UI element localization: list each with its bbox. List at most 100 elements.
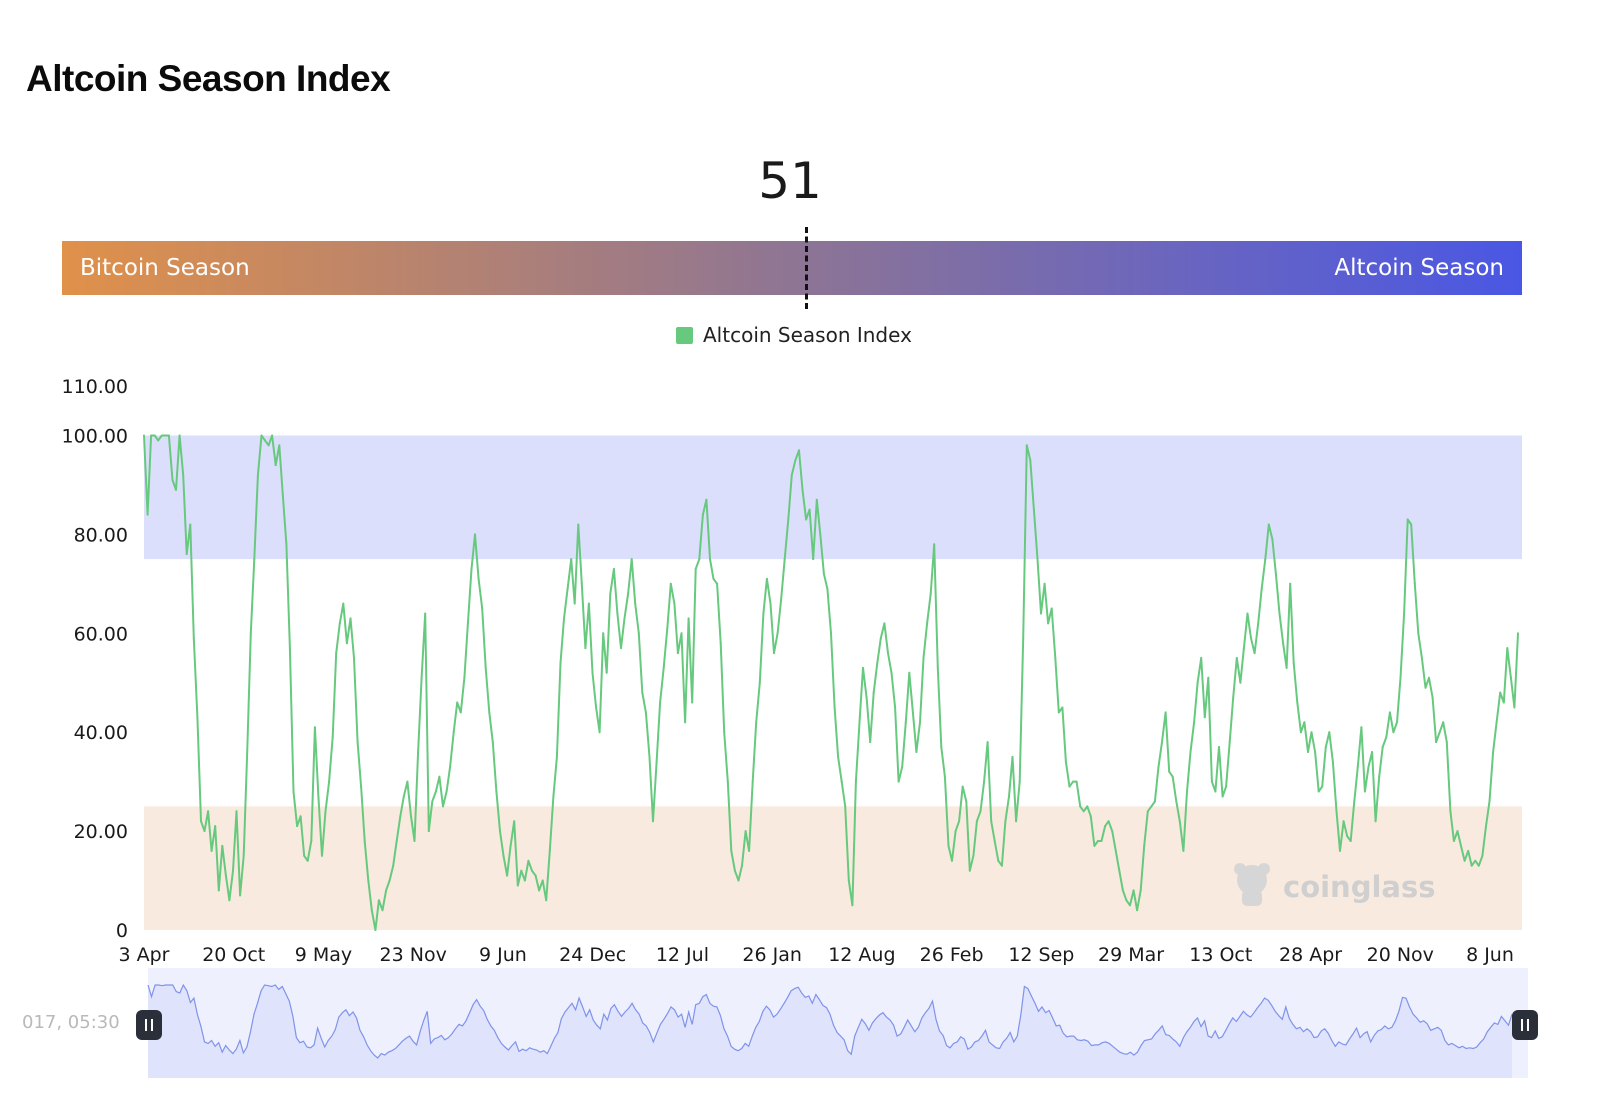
data-point bbox=[516, 884, 519, 887]
data-point bbox=[1278, 612, 1281, 615]
data-point bbox=[256, 474, 259, 476]
data-point bbox=[271, 434, 274, 437]
data-point bbox=[958, 820, 961, 823]
data-point bbox=[356, 741, 359, 744]
data-point bbox=[652, 820, 654, 823]
data-point bbox=[1235, 657, 1238, 659]
data-point bbox=[160, 434, 163, 437]
navigator-left-handle[interactable] bbox=[136, 1010, 162, 1040]
data-point bbox=[1032, 508, 1035, 511]
data-point bbox=[765, 577, 768, 580]
data-point bbox=[1303, 721, 1306, 724]
data-point bbox=[655, 760, 658, 763]
data-point bbox=[769, 602, 772, 605]
altcoin-season-band bbox=[144, 435, 1522, 560]
data-point bbox=[506, 874, 509, 877]
data-point bbox=[224, 874, 227, 877]
coinglass-watermark: coinglass bbox=[1234, 863, 1436, 906]
data-point bbox=[1314, 751, 1317, 753]
data-point bbox=[787, 518, 790, 521]
x-tick-label: 13 Oct bbox=[1189, 944, 1252, 966]
watermark-text: coinglass bbox=[1283, 870, 1436, 904]
data-point bbox=[1374, 820, 1377, 823]
data-point bbox=[812, 558, 815, 561]
data-point bbox=[342, 602, 345, 605]
data-point bbox=[1008, 795, 1010, 798]
data-point bbox=[1107, 820, 1110, 823]
data-point bbox=[367, 879, 370, 882]
data-point bbox=[1513, 706, 1516, 709]
data-point bbox=[1125, 899, 1128, 902]
gauge-marker bbox=[805, 227, 809, 309]
data-point bbox=[253, 558, 256, 561]
data-point bbox=[484, 666, 487, 669]
data-point bbox=[232, 869, 234, 872]
data-point bbox=[723, 731, 726, 734]
chart-legend[interactable]: Altcoin Season Index bbox=[676, 323, 912, 347]
data-point bbox=[833, 706, 836, 709]
data-point bbox=[413, 840, 416, 842]
data-point bbox=[1264, 558, 1267, 561]
navigator-line bbox=[147, 983, 1513, 1059]
data-point bbox=[1452, 840, 1455, 842]
data-point bbox=[919, 721, 921, 724]
data-point bbox=[167, 434, 170, 437]
data-point bbox=[993, 840, 996, 842]
data-point bbox=[1054, 657, 1057, 659]
data-point bbox=[726, 780, 729, 783]
data-point bbox=[1186, 790, 1188, 793]
data-point bbox=[1367, 765, 1370, 768]
data-point bbox=[1175, 800, 1178, 803]
data-point bbox=[417, 751, 420, 753]
range-navigator[interactable]: 017, 05:30 bbox=[22, 968, 1538, 1078]
data-point bbox=[178, 434, 181, 437]
data-point bbox=[1043, 582, 1046, 585]
data-point bbox=[709, 558, 711, 561]
data-point bbox=[420, 676, 423, 679]
data-point bbox=[744, 830, 747, 833]
y-axis-ticks: 0 20.00 40.00 60.00 80.00 100.00 110.00 bbox=[62, 376, 128, 942]
data-point bbox=[1182, 849, 1185, 852]
data-point bbox=[680, 632, 683, 635]
data-point bbox=[1228, 741, 1231, 744]
y-tick-label: 40.00 bbox=[74, 722, 128, 744]
data-point bbox=[997, 859, 1000, 862]
data-point bbox=[1104, 825, 1107, 828]
data-point bbox=[452, 731, 455, 734]
data-point bbox=[1100, 840, 1103, 842]
data-point bbox=[687, 617, 690, 620]
data-point bbox=[986, 741, 989, 744]
data-point bbox=[904, 721, 907, 724]
data-point bbox=[388, 879, 391, 882]
data-point bbox=[189, 523, 192, 526]
data-point bbox=[1218, 746, 1220, 748]
data-point bbox=[712, 577, 715, 580]
data-point bbox=[424, 612, 427, 615]
data-point bbox=[281, 493, 284, 496]
data-point bbox=[716, 582, 719, 585]
data-point bbox=[1321, 785, 1324, 788]
data-point bbox=[1317, 790, 1320, 793]
data-point bbox=[698, 558, 701, 561]
data-point bbox=[602, 632, 605, 635]
data-point bbox=[1488, 800, 1491, 803]
data-point bbox=[431, 800, 434, 803]
data-point bbox=[296, 825, 299, 828]
data-point bbox=[915, 751, 918, 753]
data-point bbox=[801, 488, 804, 491]
navigator-right-handle[interactable] bbox=[1512, 1010, 1538, 1040]
data-point bbox=[1410, 523, 1413, 526]
data-point bbox=[513, 820, 516, 823]
data-point bbox=[274, 464, 277, 467]
data-point bbox=[865, 696, 868, 699]
data-point bbox=[1111, 830, 1114, 833]
data-point bbox=[1289, 582, 1292, 585]
data-point bbox=[541, 879, 544, 882]
data-point bbox=[374, 929, 377, 931]
altcoin-season-label: Altcoin Season bbox=[1334, 255, 1504, 281]
data-point bbox=[580, 582, 583, 585]
data-point bbox=[1139, 889, 1142, 892]
data-point bbox=[872, 691, 875, 694]
data-point bbox=[862, 666, 864, 669]
data-point bbox=[1413, 582, 1416, 585]
